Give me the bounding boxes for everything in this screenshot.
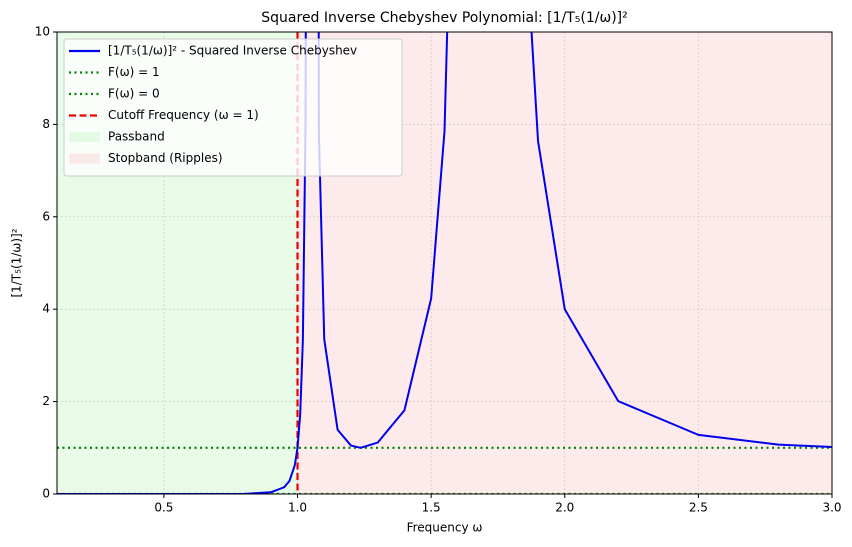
x-tick-label: 0.5 [154, 501, 173, 515]
y-axis-label: [1/T₅(1/ω)]² [10, 228, 24, 297]
legend-label: [1/T₅(1/ω)]² - Squared Inverse Chebyshev [108, 44, 357, 58]
legend-label: Passband [108, 130, 165, 144]
plot-frame [56, 31, 833, 495]
y-tick-label: 0 [42, 487, 50, 501]
x-tick-label: 2.5 [689, 501, 708, 515]
y-tick-label: 10 [35, 25, 50, 39]
chart-title: Squared Inverse Chebyshev Polynomial: [1… [261, 10, 627, 26]
y-tick-label: 2 [42, 394, 50, 408]
legend-swatch [69, 153, 100, 164]
x-axis-label: Frequency ω [407, 521, 483, 535]
x-tick-label: 3.0 [822, 501, 841, 515]
legend-label: Cutoff Frequency (ω = 1) [108, 108, 259, 122]
x-tick-label: 1.5 [422, 501, 441, 515]
legend-box [63, 38, 403, 177]
legend-label: Stopband (Ripples) [108, 151, 223, 165]
x-tick-label: 2.0 [555, 501, 574, 515]
legend-label: F(ω) = 0 [108, 87, 160, 101]
y-tick-label: 8 [42, 117, 50, 131]
x-tick-label: 1.0 [288, 501, 307, 515]
series-line [57, 32, 832, 494]
legend: [1/T₅(1/ω)]² - Squared Inverse Chebyshev… [63, 38, 403, 177]
y-tick-label: 4 [42, 302, 50, 316]
y-tick-label: 6 [42, 209, 50, 223]
legend-swatch [69, 132, 100, 142]
legend-label: F(ω) = 1 [108, 65, 160, 79]
axes: 0.5 1.0 1.5 2.0 2.5 3.0 0 2 4 6 8 10 [35, 25, 842, 515]
